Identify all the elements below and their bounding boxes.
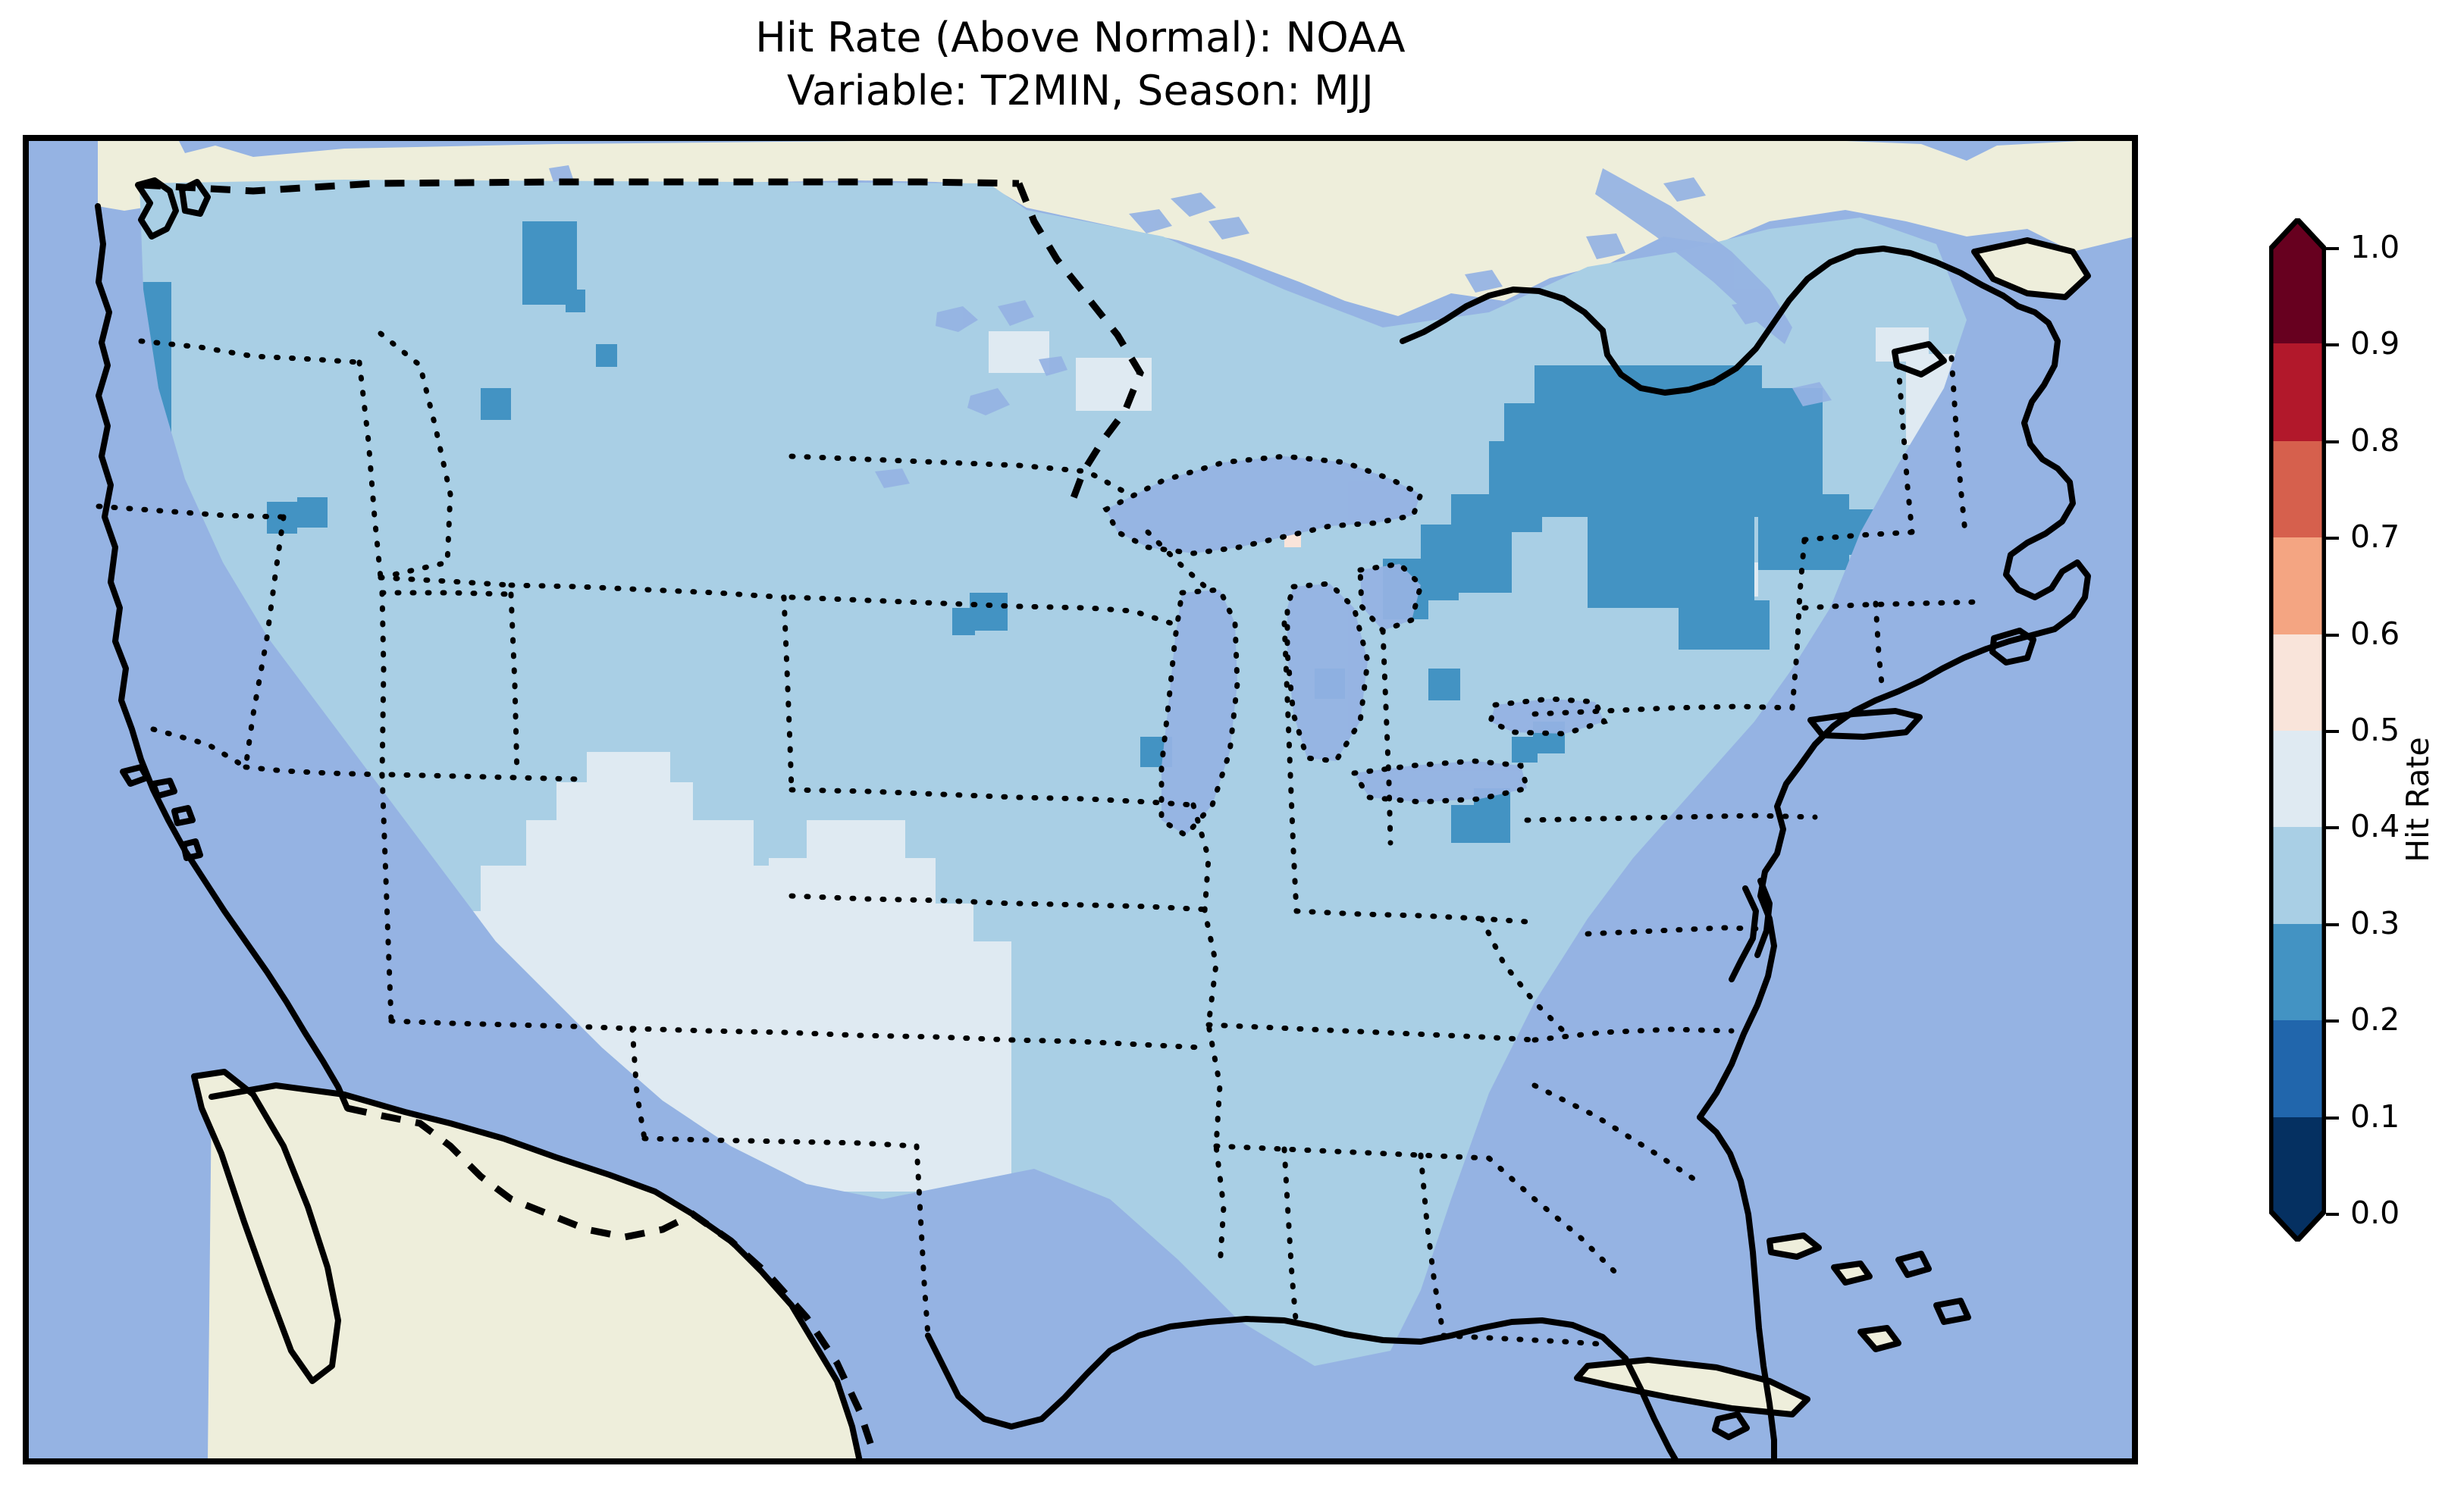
colorbar-tick-label: 0.5 xyxy=(2350,712,2400,748)
great-lakes xyxy=(549,165,1832,835)
colorbar-tick-mark xyxy=(2326,440,2339,443)
colorbar-tick-label: 0.2 xyxy=(2350,1001,2400,1038)
colorbar-tick-label: 1.0 xyxy=(2350,229,2400,265)
coastlines xyxy=(95,177,2091,1461)
colorbar-tick-mark xyxy=(2326,1019,2339,1023)
colorbar-tick-mark xyxy=(2326,922,2339,926)
colorbar-tick-label: 0.7 xyxy=(2350,518,2400,556)
colorbar-tick-label: 0.9 xyxy=(2350,325,2400,362)
colorbar-tick-label: 0.6 xyxy=(2350,615,2400,652)
colorbar-label: Hit Rate xyxy=(2400,737,2436,863)
colorbar-tick-label: 0.0 xyxy=(2350,1195,2400,1231)
colorbar-tick-mark xyxy=(2326,730,2339,733)
colorbar-tick-label: 0.1 xyxy=(2350,1098,2400,1135)
international-borders xyxy=(140,178,1145,1458)
colorbar-tick-mark xyxy=(2326,343,2339,347)
figure-title: Hit Rate (Above Normal): NOAA Variable: … xyxy=(0,0,2161,129)
colorbar-tick-mark xyxy=(2326,826,2339,830)
colorbar-tick-mark xyxy=(2326,633,2339,637)
lake-outlines xyxy=(1102,453,1608,839)
colorbar[interactable]: 1.0 0.9 0.8 0.7 0.6 0.5 0.4 0.3 0.2 0.1 0.0 Hit Ra… xyxy=(2269,135,2464,1464)
colorbar-ticks: 1.0 0.9 0.8 0.7 0.6 0.5 0.4 0.3 0.2 0.1 0.0 xyxy=(2269,135,2464,1464)
map-layers xyxy=(26,138,2135,1461)
map-canvas xyxy=(26,138,2135,1461)
colorbar-tick-mark xyxy=(2326,537,2339,540)
colorbar-tick-label: 0.3 xyxy=(2350,904,2400,941)
colorbar-tick-mark xyxy=(2326,1116,2339,1120)
map-panel[interactable] xyxy=(23,135,2138,1464)
colorbar-tick-label: 0.8 xyxy=(2350,421,2400,459)
title-line-2: Variable: T2MIN, Season: MJJ xyxy=(787,67,1374,114)
colorbar-tick-label: 0.4 xyxy=(2350,808,2400,845)
colorbar-tick-mark xyxy=(2326,247,2339,250)
title-line-1: Hit Rate (Above Normal): NOAA xyxy=(755,13,1406,61)
colorbar-tick-mark xyxy=(2326,1213,2339,1216)
state-borders xyxy=(96,330,1985,1348)
